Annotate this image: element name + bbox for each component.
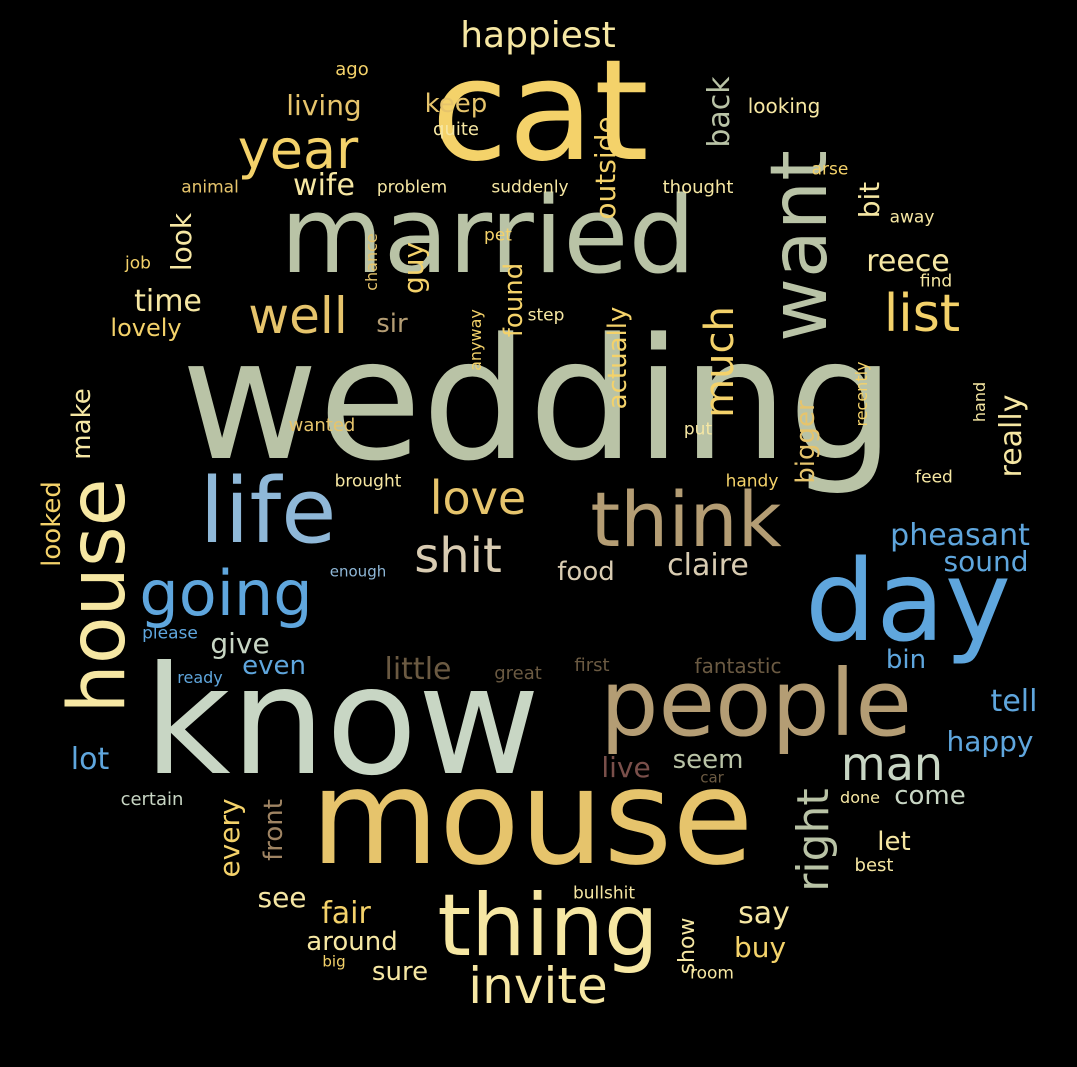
word-sir: sir	[376, 309, 408, 339]
word-little: little	[384, 652, 452, 687]
word-looking: looking	[747, 94, 821, 118]
word-car: car	[700, 768, 724, 787]
word-life: life	[199, 459, 337, 564]
word-chance: chance	[362, 233, 381, 291]
word-come: come	[894, 781, 966, 811]
word-see: see	[257, 881, 307, 914]
word-first: first	[574, 655, 610, 676]
word-married: married	[280, 174, 696, 297]
word-looked: looked	[37, 481, 67, 567]
word-big: big	[322, 952, 346, 971]
word-food: food	[557, 557, 615, 587]
word-brought: brought	[334, 471, 402, 492]
word-let: let	[877, 827, 911, 857]
word-wedding: wedding	[181, 302, 895, 498]
word-seem: seem	[672, 745, 744, 775]
word-people: people	[600, 650, 912, 757]
word-wanted: wanted	[288, 415, 356, 436]
word-think: think	[590, 475, 782, 564]
word-say: say	[738, 896, 790, 931]
word-away: away	[889, 207, 935, 228]
word-found: found	[499, 262, 529, 338]
word-certain: certain	[120, 789, 184, 810]
word-really: really	[994, 394, 1029, 478]
word-well: well	[248, 287, 348, 345]
word-best: best	[854, 855, 894, 876]
word-sound: sound	[943, 545, 1029, 578]
word-give: give	[210, 627, 270, 660]
word-quite: quite	[433, 119, 479, 140]
word-day: day	[804, 537, 1012, 667]
word-lot: lot	[70, 742, 110, 777]
word-happy: happy	[946, 725, 1034, 758]
word-actually: actually	[603, 306, 633, 410]
word-problem: problem	[376, 177, 448, 198]
word-reece: reece	[866, 244, 950, 279]
word-guy: guy	[397, 241, 430, 295]
word-hand: hand	[970, 381, 989, 423]
word-look: look	[165, 212, 198, 272]
word-going: going	[139, 557, 313, 630]
word-tell: tell	[990, 684, 1038, 719]
word-bit: bit	[853, 181, 886, 219]
word-man: man	[840, 737, 944, 791]
word-time: time	[134, 284, 202, 319]
word-bullshit: bullshit	[572, 883, 636, 904]
word-put: put	[683, 419, 713, 440]
word-sure: sure	[371, 957, 429, 987]
word-front: front	[259, 799, 289, 861]
word-right: right	[788, 788, 839, 892]
word-ready: ready	[177, 668, 223, 687]
word-mouse: mouse	[310, 741, 754, 895]
word-know: know	[143, 635, 541, 809]
word-live: live	[601, 751, 651, 784]
word-back: back	[702, 76, 737, 148]
word-lovely: lovely	[110, 314, 182, 342]
word-thought: thought	[662, 177, 734, 198]
word-handy: handy	[725, 471, 779, 492]
word-fair: fair	[321, 896, 371, 931]
word-happiest: happiest	[460, 15, 616, 56]
word-house: house	[53, 478, 143, 714]
word-please: please	[142, 623, 198, 644]
word-around: around	[306, 927, 398, 957]
word-anyway: anyway	[466, 309, 485, 371]
word-much: much	[697, 306, 743, 418]
word-claire: claire	[667, 548, 749, 583]
word-outside: outside	[589, 116, 622, 220]
word-enough: enough	[329, 562, 387, 581]
word-list: list	[883, 284, 961, 344]
word-invite: invite	[468, 957, 608, 1015]
word-pet: pet	[484, 225, 512, 246]
word-suddenly: suddenly	[491, 177, 569, 198]
word-arse: arse	[811, 159, 849, 180]
word-cat: cat	[431, 30, 649, 193]
word-fantastic: fantastic	[694, 654, 782, 678]
word-keep: keep	[424, 89, 488, 119]
word-bin: bin	[885, 645, 927, 675]
word-recently: recently	[852, 361, 871, 427]
word-room: room	[690, 963, 734, 984]
word-love: love	[429, 471, 527, 525]
word-living: living	[286, 89, 362, 122]
word-thing: thing	[437, 876, 659, 976]
word-make: make	[67, 388, 97, 460]
word-pheasant: pheasant	[890, 518, 1030, 553]
word-step: step	[527, 305, 565, 326]
word-every: every	[213, 798, 246, 878]
word-animal: animal	[181, 177, 239, 198]
word-shit: shit	[414, 528, 502, 584]
word-even: even	[242, 651, 306, 681]
word-great: great	[494, 663, 542, 684]
word-ago: ago	[335, 59, 369, 80]
word-year: year	[237, 118, 359, 181]
word-find: find	[919, 271, 953, 292]
word-wife: wife	[293, 168, 355, 203]
word-job: job	[125, 253, 151, 274]
word-buy: buy	[733, 931, 787, 964]
word-bigger: bigger	[791, 400, 821, 484]
word-feed: feed	[915, 467, 953, 488]
word-done: done	[840, 788, 880, 807]
